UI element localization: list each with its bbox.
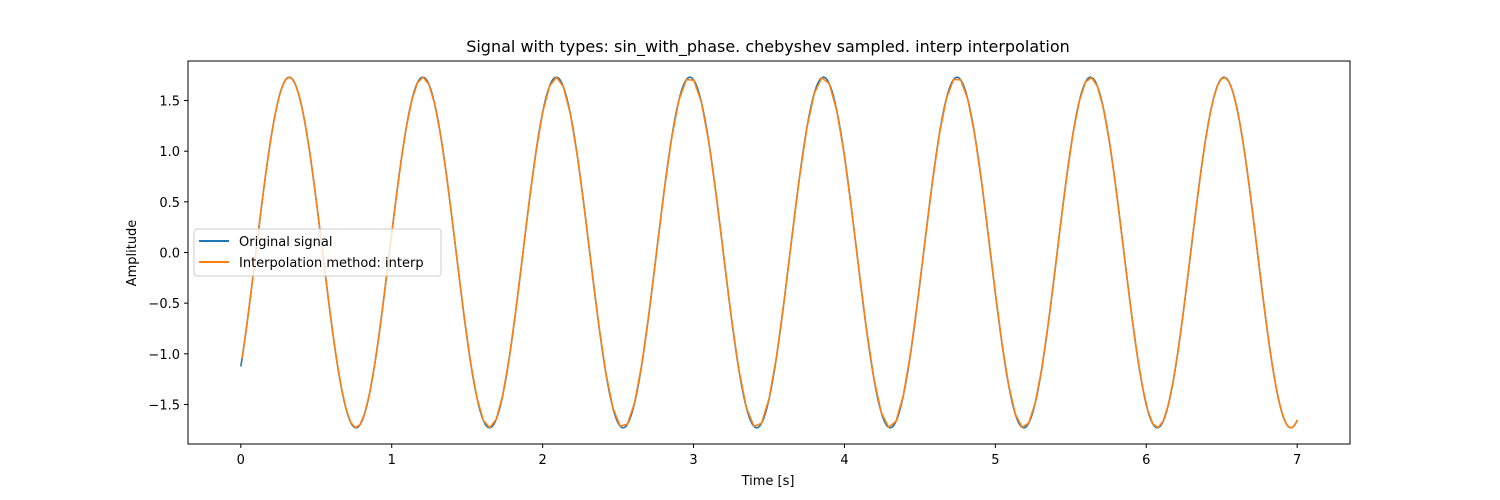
y-tick-label: −1.0 (148, 348, 180, 363)
legend-label-interpolation: Interpolation method: interp (239, 256, 424, 271)
legend: Original signal Interpolation method: in… (193, 228, 442, 277)
y-tick-label: 0.5 (159, 196, 180, 211)
y-axis: −1.5 −1.0 −0.5 0.0 0.5 1.0 1.5 (148, 95, 188, 413)
y-tick-label: −0.5 (148, 297, 180, 312)
x-axis: 0 1 2 3 4 5 6 7 (237, 444, 1301, 468)
x-tick-label: 6 (1142, 453, 1150, 468)
y-tick-label: −1.5 (148, 398, 180, 413)
chart-title: Signal with types: sin_with_phase. cheby… (466, 37, 1070, 57)
x-tick-label: 4 (840, 453, 848, 468)
legend-box (193, 228, 442, 277)
x-tick-label: 1 (388, 453, 396, 468)
y-axis-label: Amplitude (125, 220, 140, 287)
y-tick-label: 1.5 (159, 95, 180, 110)
x-tick-label: 0 (237, 453, 245, 468)
series-line-interpolation (241, 76, 1298, 429)
y-tick-label: 1.0 (159, 145, 180, 160)
x-tick-label: 7 (1293, 453, 1301, 468)
x-axis-label: Time [s] (741, 474, 795, 489)
legend-label-original-signal: Original signal (239, 235, 332, 250)
x-tick-label: 3 (689, 453, 697, 468)
x-tick-label: 2 (538, 453, 546, 468)
x-tick-label: 5 (991, 453, 999, 468)
series-layer (240, 76, 1298, 429)
y-tick-label: 0.0 (159, 247, 180, 262)
